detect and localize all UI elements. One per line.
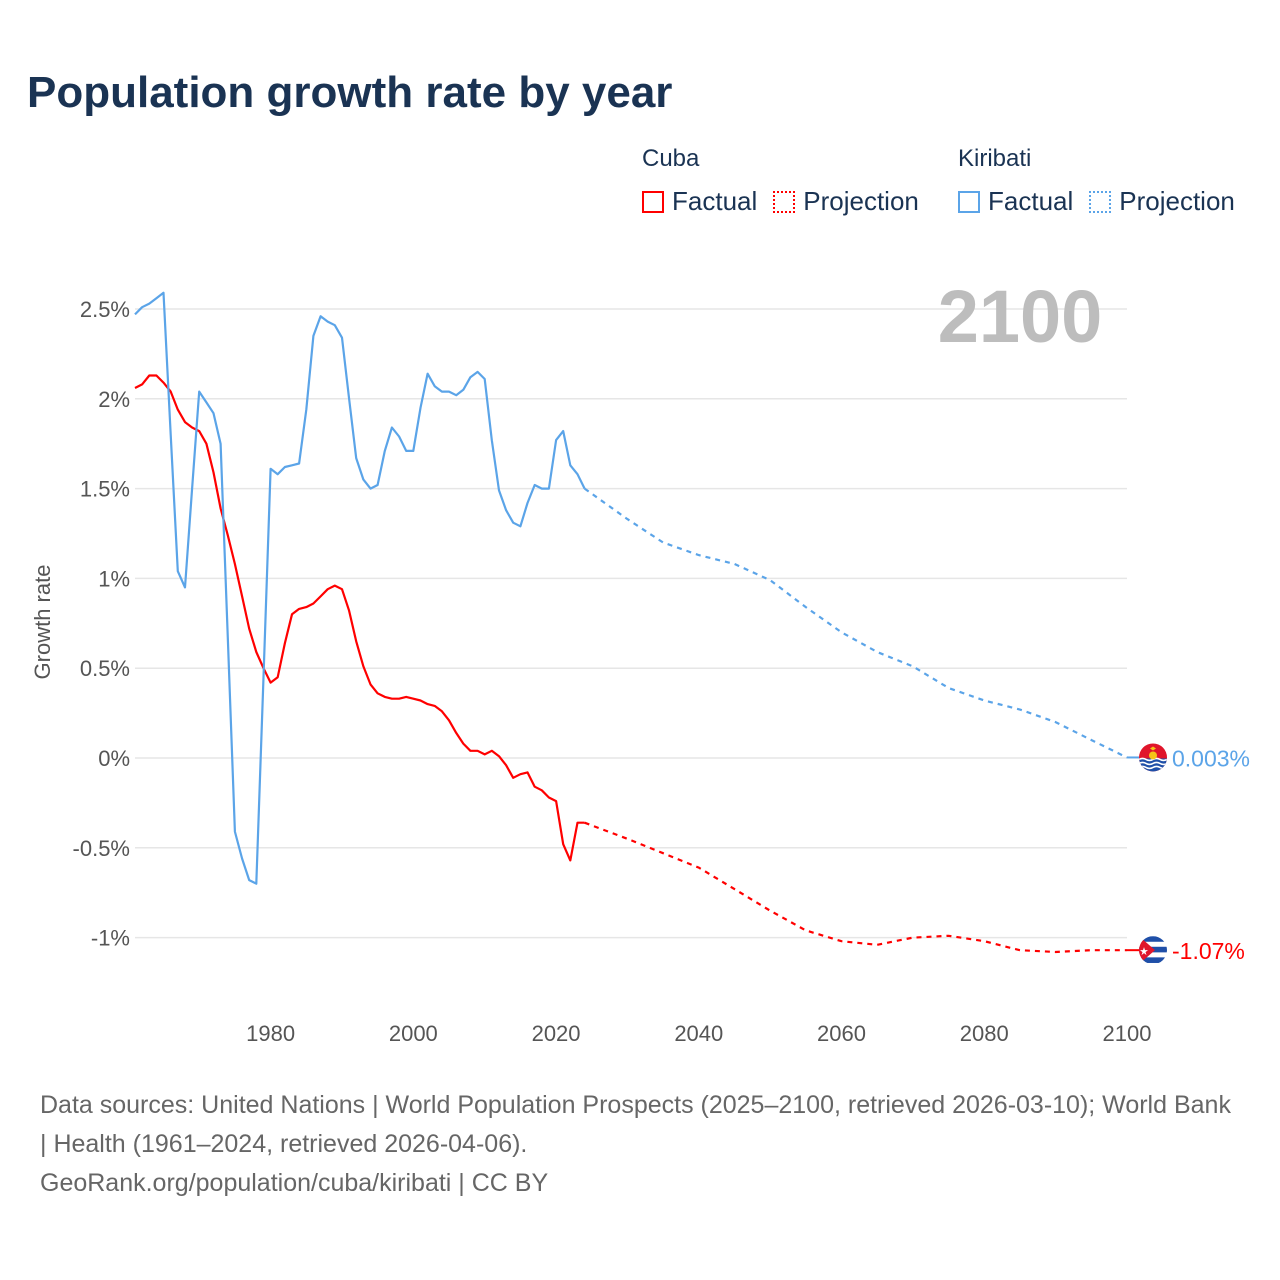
y-axis-label: Growth rate (30, 565, 55, 680)
x-tick-label: 2000 (389, 1021, 438, 1046)
legend-label: Factual (988, 186, 1074, 216)
y-tick-label: 0.5% (80, 656, 130, 681)
footer: Data sources: United Nations | World Pop… (40, 1086, 1240, 1203)
x-tick-label: 1980 (246, 1021, 295, 1046)
kiribati-end-value: 0.003% (1172, 745, 1250, 771)
chart-title: Population growth rate by year (27, 68, 673, 117)
legend-swatch-dotted (1089, 190, 1112, 213)
y-tick-label: 2.5% (80, 297, 130, 322)
credit-link[interactable]: GeoRank.org/population/cuba/kiribati | C… (40, 1169, 549, 1197)
y-tick-label: -0.5% (73, 836, 130, 861)
legend-kiribati: Factual Projection (958, 186, 1251, 217)
data-sources: Data sources: United Nations | World Pop… (40, 1091, 1231, 1158)
x-tick-label: 2020 (532, 1021, 581, 1046)
cuba-flag-icon (1139, 936, 1167, 965)
legend-swatch-solid (642, 190, 664, 213)
legend-label: Projection (803, 186, 919, 216)
x-tick-label: 2080 (960, 1021, 1009, 1046)
x-tick-label: 2100 (1103, 1021, 1152, 1046)
legend-item-cuba-projection[interactable]: Projection (773, 186, 919, 217)
cuba-end-value: -1.07% (1172, 938, 1245, 964)
cuba-projection-line (584, 821, 1127, 954)
legend-item-cuba-factual[interactable]: Factual (642, 186, 757, 217)
legend-label: Factual (672, 186, 758, 216)
legend-item-kiribati-projection[interactable]: Projection (1089, 186, 1235, 217)
x-tick-label: 2040 (674, 1021, 723, 1046)
cuba-factual-line (134, 374, 585, 862)
legend-group-kiribati: Kiribati (958, 145, 1032, 172)
legend-swatch-solid (958, 190, 980, 213)
y-tick-label: 2% (98, 387, 130, 412)
legend-item-kiribati-factual[interactable]: Factual (958, 186, 1073, 217)
kiribati-flag-icon (1139, 743, 1167, 772)
kiribati-projection-line (583, 487, 1128, 759)
x-tick-label: 2060 (817, 1021, 866, 1046)
year-display: 2100 (938, 275, 1103, 358)
kiribati-factual-line (134, 291, 586, 885)
legend-cuba: Factual Projection (642, 186, 935, 217)
y-tick-label: 0% (98, 746, 130, 771)
y-tick-label: 1.5% (80, 477, 130, 502)
y-tick-label: 1% (98, 566, 130, 591)
y-tick-label: -1% (91, 926, 130, 951)
legend-swatch-dotted (773, 190, 796, 213)
legend-group-cuba: Cuba (642, 145, 700, 172)
legend-label: Projection (1119, 186, 1235, 216)
